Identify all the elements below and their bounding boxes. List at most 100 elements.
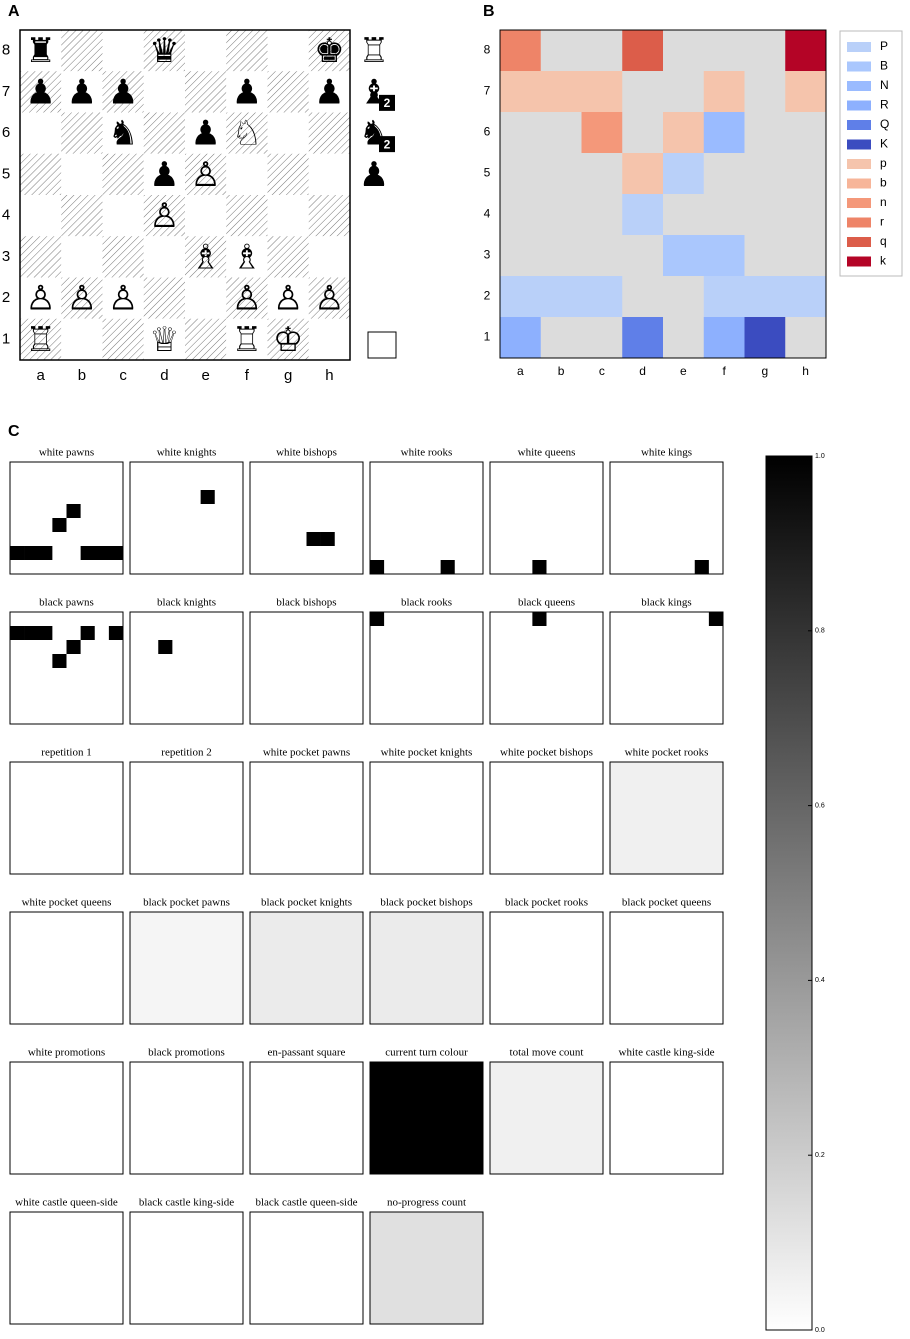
plane-cell bbox=[144, 476, 159, 491]
plane-cell bbox=[370, 640, 385, 655]
plane-cell bbox=[652, 682, 667, 697]
plane-cell bbox=[666, 504, 681, 519]
plane-border bbox=[129, 1061, 244, 1175]
plane-cell bbox=[490, 546, 505, 561]
plane-cell bbox=[560, 462, 576, 477]
rank-label: 5 bbox=[2, 165, 10, 182]
plane-title: repetition 1 bbox=[41, 747, 91, 759]
heatmap-border bbox=[499, 29, 827, 359]
plane-cell bbox=[546, 504, 561, 519]
piece: ♟ bbox=[108, 72, 138, 112]
heatmap-cell bbox=[703, 276, 745, 318]
piece: ♟ bbox=[314, 72, 344, 112]
plane-cell bbox=[278, 504, 293, 519]
plane-cell bbox=[426, 654, 441, 669]
legend-label: R bbox=[880, 98, 889, 112]
plane-title: black pocket rooks bbox=[505, 897, 588, 909]
plane-cell bbox=[546, 626, 561, 641]
plane-cell bbox=[468, 640, 484, 655]
plane-cell bbox=[80, 490, 96, 505]
legend-swatch bbox=[847, 217, 871, 228]
plane-cell bbox=[130, 560, 145, 575]
plane-cell bbox=[186, 710, 201, 725]
plane-cell bbox=[384, 560, 399, 575]
plane-cell bbox=[574, 626, 590, 641]
plane-cell bbox=[172, 668, 187, 683]
plane-cell bbox=[398, 626, 413, 641]
plane-cell bbox=[666, 668, 681, 683]
plane-cell bbox=[334, 462, 350, 477]
plane-cell bbox=[370, 504, 385, 519]
plane-cell bbox=[574, 560, 590, 575]
plane-cell bbox=[278, 462, 293, 477]
legend-label: b bbox=[880, 176, 887, 190]
plane-cell bbox=[250, 560, 265, 575]
plane-cell bbox=[10, 696, 25, 711]
panel-label: A bbox=[8, 3, 20, 20]
plane-cell bbox=[80, 668, 96, 683]
board-square bbox=[226, 153, 268, 195]
piece: ♟ bbox=[190, 114, 220, 154]
plane-cell bbox=[10, 504, 25, 519]
x-tick-label: f bbox=[722, 364, 726, 378]
plane-cell bbox=[454, 668, 470, 683]
plane-cell bbox=[80, 654, 96, 669]
plane-cell bbox=[108, 462, 124, 477]
plane-cell bbox=[412, 654, 427, 669]
plane-cell bbox=[546, 560, 561, 575]
plane-cell bbox=[546, 546, 561, 561]
board-square bbox=[61, 236, 103, 278]
plane-cell bbox=[546, 640, 561, 655]
rank-label: 1 bbox=[2, 330, 10, 347]
rank-label: 6 bbox=[2, 124, 10, 141]
heatmap-cell bbox=[581, 71, 623, 113]
plane-cell bbox=[144, 626, 159, 641]
plane-cell bbox=[398, 518, 413, 533]
plane-cell bbox=[504, 612, 519, 627]
plane-cell bbox=[504, 668, 519, 683]
board-square bbox=[185, 195, 227, 237]
plane-cell bbox=[588, 476, 604, 491]
plane-cell bbox=[694, 462, 710, 477]
plane-cell bbox=[652, 654, 667, 669]
plane-fill bbox=[610, 762, 723, 874]
plane-cell bbox=[130, 640, 145, 655]
piece: ♛ bbox=[149, 31, 179, 71]
board-square bbox=[20, 153, 62, 195]
heatmap-cell bbox=[581, 235, 623, 277]
plane-cell bbox=[158, 462, 173, 477]
plane-cell bbox=[158, 546, 173, 561]
plane-cell bbox=[708, 640, 724, 655]
plane-cell bbox=[610, 532, 625, 547]
plane-cell bbox=[490, 682, 505, 697]
plane-cell bbox=[52, 710, 67, 725]
heatmap-cell bbox=[622, 112, 664, 154]
plane-cell bbox=[398, 490, 413, 505]
plane-title: black bishops bbox=[276, 597, 336, 609]
board-square bbox=[102, 153, 144, 195]
plane-cell bbox=[560, 710, 576, 725]
plane-fill bbox=[250, 612, 363, 724]
plane-cell bbox=[10, 476, 25, 491]
plane-border bbox=[9, 1211, 124, 1325]
plane-cell bbox=[24, 476, 39, 491]
heatmap-cell bbox=[703, 317, 745, 359]
board-border bbox=[19, 29, 351, 361]
plane-cell bbox=[306, 532, 321, 547]
legend-box bbox=[839, 30, 903, 277]
plane-cell bbox=[504, 654, 519, 669]
heatmap-cell bbox=[622, 235, 664, 277]
plane-cell bbox=[186, 462, 201, 477]
plane-cell bbox=[292, 518, 307, 533]
heatmap-cell bbox=[663, 153, 705, 195]
plane-cell bbox=[504, 640, 519, 655]
plane-cell bbox=[504, 532, 519, 547]
plane-cell bbox=[398, 640, 413, 655]
plane-cell bbox=[214, 490, 230, 505]
plane-cell bbox=[574, 532, 590, 547]
piece: ♙ bbox=[232, 279, 262, 319]
plane-cell bbox=[680, 462, 696, 477]
board-square bbox=[226, 112, 268, 154]
heatmap-cell bbox=[785, 112, 827, 154]
plane-cell bbox=[94, 710, 110, 725]
